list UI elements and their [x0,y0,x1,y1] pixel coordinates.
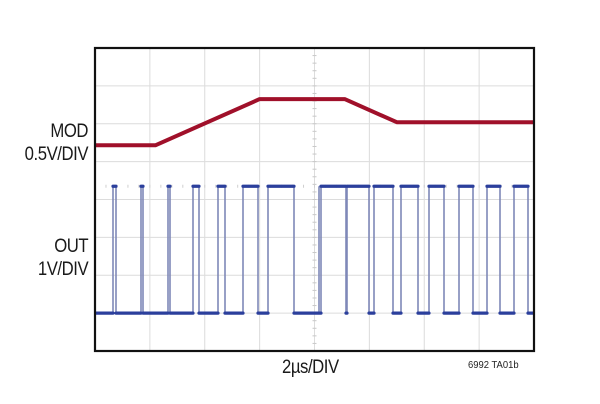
out-channel-name: OUT [54,236,88,257]
mod-channel-scale: 0.5V/DIV [24,144,89,165]
plot-frame [93,46,536,353]
mod-channel-name: MOD [50,121,88,142]
mod-channel-label: MOD 0.5V/DIV [24,120,89,166]
out-channel-scale: 1V/DIV [37,259,89,280]
out-channel-label: OUT 1V/DIV [37,235,89,281]
figure-id: 6992 TA01b [468,359,519,371]
out-trace-edges [112,186,529,314]
timebase-label: 2µs/DIV [282,357,339,378]
mod-trace [95,97,534,148]
out-trace [94,184,535,315]
